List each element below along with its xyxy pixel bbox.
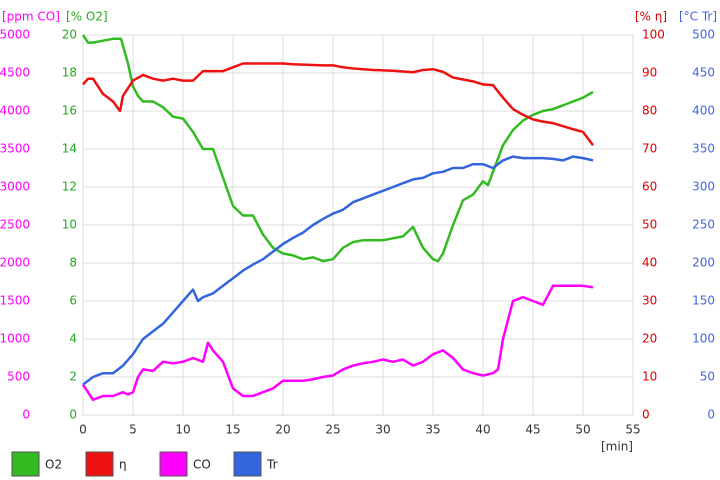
x-tick-label: 50 xyxy=(575,423,590,437)
y-tick-label: 50 xyxy=(700,370,715,384)
y-tick-label: 16 xyxy=(62,104,77,118)
legend-swatch xyxy=(159,451,188,477)
y-tick-label: 20 xyxy=(62,28,77,42)
y-tick-label: 150 xyxy=(692,294,715,308)
legend-swatch xyxy=(11,451,40,477)
y-tick-label: 10 xyxy=(62,218,77,232)
y-tick-label: 60 xyxy=(642,180,657,194)
data-line xyxy=(82,62,594,146)
y-tick-label: 500 xyxy=(7,370,30,384)
legend-swatch xyxy=(85,451,114,477)
x-tick-label: 40 xyxy=(475,423,490,437)
y-tick-label: 6 xyxy=(69,294,77,308)
y-tick-label: 0 xyxy=(707,408,715,422)
data-line xyxy=(81,284,594,402)
y-tick-label: 450 xyxy=(692,66,715,80)
y-tick-label: 0 xyxy=(642,408,650,422)
y-tick-label: 4500 xyxy=(0,66,30,80)
y-tick-label: 400 xyxy=(692,104,715,118)
y-tick-label: 250 xyxy=(692,218,715,232)
y-tick-label: 3500 xyxy=(0,142,30,156)
x-tick-label: 30 xyxy=(375,423,390,437)
y-tick-label: 30 xyxy=(642,294,657,308)
x-tick-label: 35 xyxy=(425,423,440,437)
y-tick-label: 1500 xyxy=(0,294,30,308)
y-tick-label: 8 xyxy=(69,256,77,270)
x-axis-label: [min] xyxy=(601,440,633,454)
y-tick-label: 2000 xyxy=(0,256,30,270)
y-tick-label: 3000 xyxy=(0,180,30,194)
y-tick-label: 40 xyxy=(642,256,657,270)
y-tick-label: 350 xyxy=(692,142,715,156)
y-tick-label: 200 xyxy=(692,256,715,270)
y-tick-label: 5000 xyxy=(0,28,30,42)
x-tick-label: 55 xyxy=(625,423,640,437)
x-tick-label: 15 xyxy=(225,423,240,437)
y-tick-label: 4 xyxy=(69,332,77,346)
y-tick-label: 500 xyxy=(692,28,715,42)
y-axis-label: [% η] xyxy=(635,10,667,24)
y-tick-label: 10 xyxy=(642,370,657,384)
legend-label: O2 xyxy=(45,458,62,472)
y-tick-label: 80 xyxy=(642,104,657,118)
x-tick-label: 10 xyxy=(175,423,190,437)
y-tick-label: 12 xyxy=(62,180,77,194)
y-tick-label: 0 xyxy=(69,408,77,422)
y-tick-label: 18 xyxy=(62,66,77,80)
y-tick-label: 2500 xyxy=(0,218,30,232)
x-tick-label: 20 xyxy=(275,423,290,437)
y-tick-label: 4000 xyxy=(0,104,30,118)
y-tick-label: 300 xyxy=(692,180,715,194)
y-axis-label: [°C Tr] xyxy=(679,10,717,24)
data-line xyxy=(81,34,594,263)
x-tick-label: 45 xyxy=(525,423,540,437)
y-tick-label: 50 xyxy=(642,218,657,232)
y-axis-label: [% O2] xyxy=(66,10,108,24)
y-tick-label: 0 xyxy=(22,408,30,422)
data-line xyxy=(82,155,594,386)
y-tick-label: 20 xyxy=(642,332,657,346)
y-tick-label: 14 xyxy=(62,142,77,156)
y-tick-label: 100 xyxy=(642,28,665,42)
legend-swatch xyxy=(233,451,262,477)
legend-label: CO xyxy=(193,458,211,472)
y-tick-label: 2 xyxy=(69,370,77,384)
y-tick-label: 100 xyxy=(692,332,715,346)
y-tick-label: 90 xyxy=(642,66,657,80)
x-tick-label: 25 xyxy=(325,423,340,437)
legend-label: Tr xyxy=(266,458,278,472)
x-tick-label: 0 xyxy=(79,423,87,437)
y-tick-label: 70 xyxy=(642,142,657,156)
legend-label: η xyxy=(119,458,127,472)
x-tick-label: 5 xyxy=(129,423,137,437)
y-axis-label: [ppm CO] xyxy=(2,10,60,24)
y-tick-label: 1000 xyxy=(0,332,30,346)
